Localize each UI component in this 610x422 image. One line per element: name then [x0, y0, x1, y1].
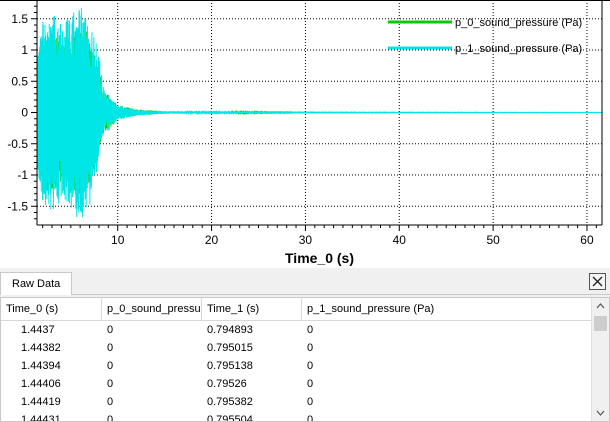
table-header: Time_0 (s) p_0_sound_pressu Time_1 (s) p…: [1, 298, 591, 321]
table-body: 1.4437 0 0.794893 0 1.44382 0 0.795015 0 1.44394…: [1, 321, 591, 422]
tab-raw-data[interactable]: Raw Data: [0, 272, 73, 295]
y-tick-label: 1.5: [11, 12, 28, 26]
table-cell: 0: [107, 342, 114, 354]
table-cell: 0: [107, 396, 114, 408]
y-tick-label: 0: [21, 106, 28, 120]
legend-label: p_0_sound_pressure (Pa): [455, 17, 582, 29]
plot-area[interactable]: 10 20 30 40 50 60 1.5 1 0.5 0 -0.5 -1 -1.5 Time_0 (s)…: [0, 0, 610, 268]
chevron-up-icon: [596, 303, 605, 309]
y-tick-label: -1.5: [7, 199, 28, 213]
x-tick-label: 40: [393, 233, 407, 247]
table-row[interactable]: 1.44419 0 0.795382 0: [1, 393, 591, 411]
scroll-down-arrow[interactable]: [592, 405, 609, 421]
legend-label: p_1_sound_pressure (Pa): [455, 43, 582, 55]
table-row[interactable]: 1.44431 0 0.795504 0: [1, 411, 591, 422]
table-row[interactable]: 1.4437 0 0.794893 0: [1, 321, 591, 339]
y-tick-label: -0.5: [7, 137, 28, 151]
table-row[interactable]: 1.44406 0 0.79526 0: [1, 375, 591, 393]
table-cell: 1.44406: [21, 378, 61, 390]
column-header-time-0[interactable]: Time_0 (s): [1, 298, 102, 320]
column-header-p0[interactable]: p_0_sound_pressu: [102, 298, 202, 320]
table-cell: 0: [307, 414, 314, 422]
table-cell: 1.44419: [21, 396, 61, 408]
x-tick-label: 50: [486, 233, 500, 247]
table-cell: 1.44382: [21, 342, 61, 354]
table-cell: 0.795504: [207, 414, 253, 422]
table-cell: 1.44394: [21, 360, 61, 372]
table-cell: 1.44431: [21, 414, 61, 422]
panel-tabbar: Raw Data: [0, 270, 610, 295]
table-cell: 0.795138: [207, 360, 253, 372]
table-cell: 0: [107, 360, 114, 372]
table-cell: 1.4437: [21, 324, 55, 336]
signal-chart[interactable]: 10 20 30 40 50 60 1.5 1 0.5 0 -0.5 -1 -1.5 Time_0 (s)…: [0, 0, 610, 268]
table-cell: 0: [307, 378, 314, 390]
table-cell: 0.79526: [207, 378, 247, 390]
column-header-time-1[interactable]: Time_1 (s): [202, 298, 302, 320]
vertical-scrollbar[interactable]: [591, 298, 609, 421]
table-cell: 0: [307, 396, 314, 408]
y-tick-label: 1: [21, 43, 28, 57]
x-tick-label: 20: [205, 233, 219, 247]
table-cell: 0: [107, 378, 114, 390]
x-tick-label: 10: [111, 233, 125, 247]
series-line-1: [36, 7, 603, 218]
table-cell: 0.795015: [207, 342, 253, 354]
table-cell: 0.795382: [207, 396, 253, 408]
close-icon: [592, 276, 603, 287]
raw-data-panel: Raw Data Time_0 (s) p_0_sound_pressu Tim…: [0, 270, 610, 422]
table-cell: 0: [307, 324, 314, 336]
table-cell: 0: [107, 414, 114, 422]
table-row[interactable]: 1.44382 0 0.795015 0: [1, 339, 591, 357]
y-tick-label: -1: [17, 168, 28, 182]
table-cell: 0: [107, 324, 114, 336]
table-cell: 0: [307, 342, 314, 354]
table-cell: 0.794893: [207, 324, 253, 336]
chevron-down-icon: [596, 410, 605, 416]
x-axis-label: Time_0 (s): [285, 250, 354, 266]
scroll-up-arrow[interactable]: [592, 298, 609, 314]
table-cell: 0: [307, 360, 314, 372]
scroll-thumb[interactable]: [594, 316, 607, 331]
y-tick-label: 0.5: [11, 74, 28, 88]
table-row[interactable]: 1.44394 0 0.795138 0: [1, 357, 591, 375]
x-tick-label: 60: [580, 233, 594, 247]
raw-data-table[interactable]: Time_0 (s) p_0_sound_pressu Time_1 (s) p…: [0, 297, 610, 422]
column-header-p1[interactable]: p_1_sound_pressure (Pa): [307, 303, 435, 315]
x-tick-label: 30: [299, 233, 313, 247]
close-button[interactable]: [589, 273, 606, 290]
